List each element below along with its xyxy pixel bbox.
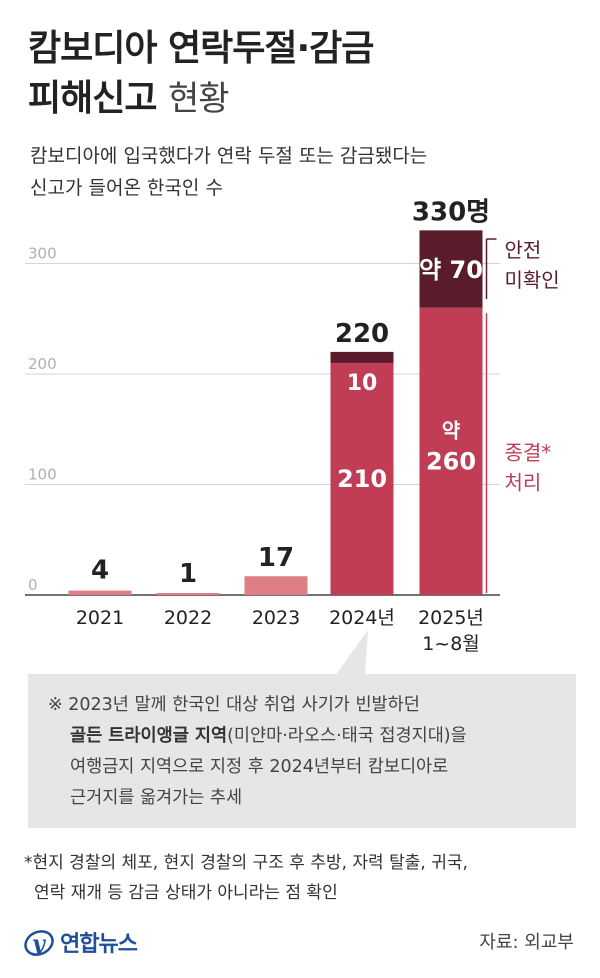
x-tick-label: 2022 [164,607,212,629]
note-box [28,674,576,828]
title-line2-light: 현황 [168,79,230,119]
y-tick-label: 100 [28,466,57,484]
total-label: 220 [335,319,389,349]
subtitle-line2: 신고가 들어온 한국인 수 [30,177,223,199]
total-label: 17 [258,543,294,573]
title-line2: 피해신고 현황 [28,74,373,124]
note-line4: 근거지를 옮겨가는 추세 [70,788,243,808]
title-line2-bold: 피해신고 [28,78,157,119]
y-tick-label: 0 [28,576,38,594]
note-pointer [335,630,368,676]
bar [156,593,220,595]
subtitle-line1: 캄보디아에 입국했다가 연락 두절 또는 감금됐다는 [30,145,428,167]
note-line2-rest: (미얀마·라오스·태국 접경지대)을 [227,726,467,746]
footnote-line2: 연락 재개 등 감금 상태가 아니라는 점 확인 [34,883,338,903]
data-label: 약 [442,418,461,442]
note-line2: 골든 트라이앵글 지역(미얀마·라오스·태국 접경지대)을 [48,721,568,752]
subtitle: 캄보디아에 입국했다가 연락 두절 또는 감금됐다는 신고가 들어온 한국인 수 [30,140,500,204]
page-title: 캄보디아 연락두절·감금 피해신고 현황 [28,24,374,124]
note-line1: ※ 2023년 말께 한국인 대상 취업 사기가 빈발하던 [48,690,568,721]
data-label: 210 [337,465,387,493]
total-label: 1 [179,559,197,589]
data-label: 10 [347,371,378,396]
source-credit: 자료: 외교부 [479,932,574,953]
bar [68,590,132,595]
x-tick-label: 2021 [76,607,124,629]
data-label: 260 [426,447,476,475]
bar [244,576,308,595]
bar-segment-closed [419,307,483,595]
footnote: *현지 경찰의 체포, 현지 경찰의 구조 후 추방, 자력 탈출, 귀국, 연… [24,848,584,908]
footnote-line1: *현지 경찰의 체포, 현지 경찰의 구조 후 추방, 자력 탈출, 귀국, [24,853,468,873]
note-mark: ※ [48,695,63,715]
x-tick-label: 2025년 [418,607,484,629]
yonhap-logo-icon: y [24,930,54,957]
x-tick-label: 2024년 [329,607,395,629]
bar-segment-closed [330,362,394,595]
logo: y 연합뉴스 [22,922,138,962]
legend-label-closed: 처리 [505,470,542,494]
y-tick-label: 200 [28,355,57,373]
title-line1: 캄보디아 연락두절·감금 [28,28,374,69]
y-tick-label: 300 [28,245,57,263]
legend-label-unconfirmed: 안전 [505,238,542,262]
data-label: 약 70 [419,256,483,284]
legend-label-closed: 종결* [505,440,552,464]
logo-text: 연합뉴스 [60,932,138,957]
note-line3: 여행금지 지역으로 지정 후 2024년부터 캄보디아로 [70,757,449,777]
note-text: ※ 2023년 말께 한국인 대상 취업 사기가 빈발하던 골든 트라이앵글 지… [48,690,568,814]
x-tick-label: 1~8월 [422,633,480,655]
bar-segment-unconfirmed [330,351,394,363]
legend-label-unconfirmed: 미확인 [505,268,560,292]
bar-segment-unconfirmed [419,230,483,308]
bar-chart: 0 100 200 300 4 2021 1 2022 17 2023 210 10 220 2024년 약… [25,197,560,676]
total-label: 4 [91,556,109,586]
svg-text:y: y [31,931,47,957]
total-label: 330명 [412,197,490,227]
note-line1-text: 2023년 말께 한국인 대상 취업 사기가 빈발하던 [68,695,420,715]
note-line2-bold: 골든 트라이앵글 지역 [70,726,228,746]
x-tick-label: 2023 [252,607,300,629]
